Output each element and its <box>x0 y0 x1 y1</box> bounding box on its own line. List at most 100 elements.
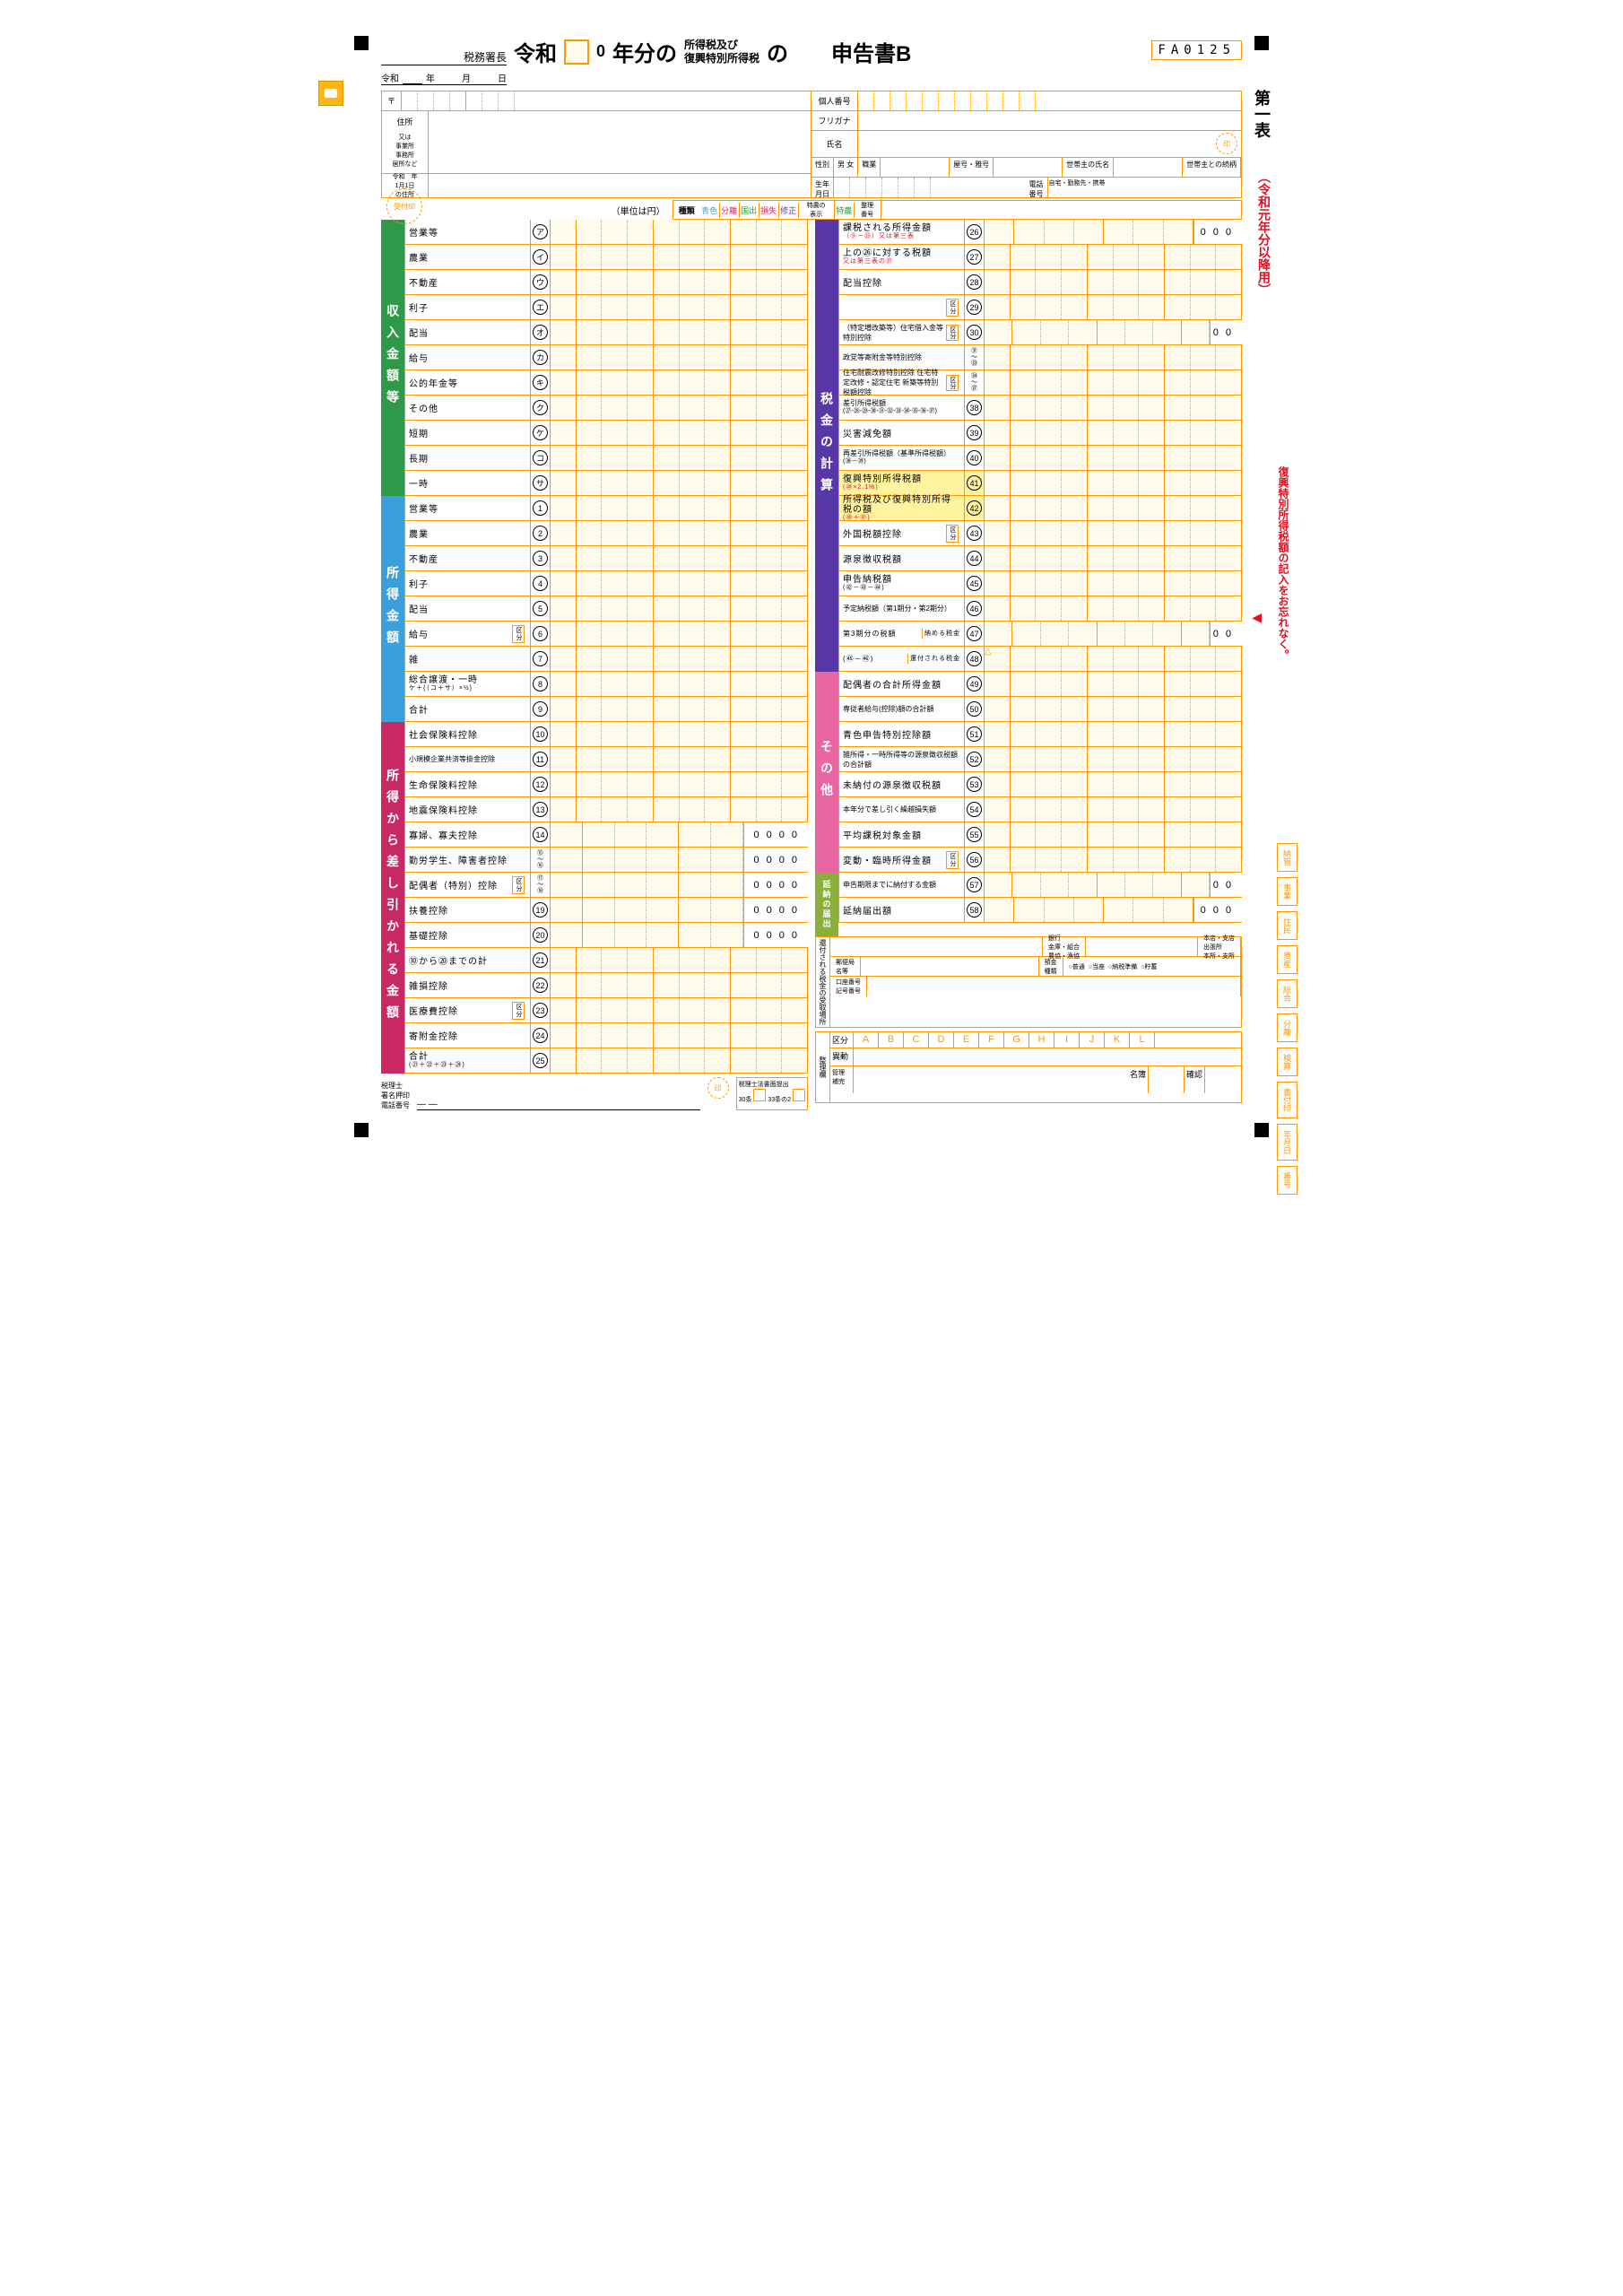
row-value[interactable] <box>551 446 808 470</box>
head-field[interactable] <box>1114 158 1183 177</box>
row-value[interactable] <box>551 220 808 244</box>
row-value[interactable]: 0000 <box>551 873 808 897</box>
row-value[interactable] <box>985 672 1242 696</box>
row-value[interactable] <box>551 948 808 972</box>
row-value[interactable] <box>985 471 1242 495</box>
data-row: 総合譲渡・一時ケ＋{（コ＋サ）×½}8 <box>404 672 808 697</box>
row-label: 差引所得税額(㉗-㉘-㉙-㉚-㉛-㉜-㉝-㉞-㉟-㊱-㊲) <box>839 396 965 420</box>
row-circle-num: エ <box>531 295 551 319</box>
row-value[interactable] <box>551 722 808 746</box>
row-value[interactable]: 0000 <box>551 923 808 947</box>
name-field[interactable]: 印 <box>858 131 1241 157</box>
row-value[interactable] <box>551 672 808 696</box>
row-value[interactable] <box>985 345 1242 370</box>
row-value[interactable] <box>985 370 1242 395</box>
row-value[interactable] <box>551 320 808 344</box>
comment-icon[interactable] <box>318 81 343 106</box>
header-date[interactable]: 令和 年 月 日 <box>381 71 507 85</box>
row-value[interactable] <box>551 596 808 621</box>
row-value[interactable]: △ <box>985 647 1242 671</box>
yokin-type[interactable]: ○普通 <box>1069 962 1085 971</box>
row-value[interactable] <box>551 546 808 570</box>
branch-field[interactable] <box>1086 937 1198 956</box>
row-value[interactable] <box>551 521 808 545</box>
mgmt-letter: L <box>1130 1032 1155 1048</box>
occ-field[interactable] <box>881 158 950 177</box>
row-value[interactable] <box>985 797 1242 822</box>
postal-cells[interactable] <box>402 91 811 110</box>
row-value[interactable] <box>551 747 808 771</box>
account-field[interactable] <box>867 977 1241 996</box>
row-value[interactable] <box>551 772 808 796</box>
row-value[interactable] <box>985 496 1242 520</box>
row-value[interactable]: 0000 <box>551 822 808 847</box>
row-value[interactable] <box>551 245 808 269</box>
yokin-types[interactable]: ○普通 ○当座○納税準備 ○貯蓄 <box>1063 957 1242 976</box>
name-label: 氏名 <box>812 131 858 157</box>
address-field[interactable] <box>429 111 811 173</box>
row-value[interactable] <box>551 998 808 1022</box>
row-value[interactable] <box>551 697 808 721</box>
row-value[interactable] <box>551 1023 808 1048</box>
row-value[interactable] <box>551 370 808 395</box>
bank-field[interactable] <box>830 937 1043 956</box>
row-value[interactable] <box>551 797 808 822</box>
row-value[interactable] <box>551 270 808 294</box>
row-value[interactable] <box>551 571 808 596</box>
row-value[interactable] <box>985 245 1242 269</box>
row-value[interactable] <box>985 772 1242 796</box>
yokin-type[interactable]: ○納税準備 <box>1108 962 1137 971</box>
row-value[interactable] <box>551 622 808 646</box>
row-value[interactable] <box>985 571 1242 596</box>
accountant-field[interactable]: — — <box>417 1077 700 1110</box>
row-value[interactable] <box>551 345 808 370</box>
row-value[interactable] <box>551 647 808 671</box>
row-value[interactable] <box>985 722 1242 746</box>
yago-field[interactable] <box>994 158 1063 177</box>
row-value[interactable]: 00 <box>985 873 1242 897</box>
refund-vlabel: 還付される税金の受取場所 <box>816 937 830 1027</box>
row-value[interactable] <box>551 396 808 420</box>
year-box[interactable] <box>564 39 589 65</box>
tax-office-field[interactable]: 税務署長 <box>381 49 507 65</box>
row-value[interactable] <box>985 747 1242 771</box>
date-era: 令和 <box>381 71 399 84</box>
row-value[interactable] <box>985 270 1242 294</box>
birth-cells[interactable] <box>834 178 1026 197</box>
data-row: 変動・臨時所得金額区分56 <box>838 848 1242 873</box>
row-value[interactable] <box>985 822 1242 847</box>
row-label: （特定増改築等）住宅借入金等特別控除区分 <box>839 320 965 344</box>
row-value[interactable] <box>551 295 808 319</box>
data-row: 専従者給与(控除)額の合計額50 <box>838 697 1242 722</box>
kojin-cells[interactable] <box>858 91 1241 110</box>
post-field[interactable] <box>861 957 1039 976</box>
prev-addr-field[interactable] <box>429 174 811 197</box>
row-label: 配当 <box>405 320 531 344</box>
row-value[interactable] <box>985 295 1242 319</box>
row-value[interactable] <box>985 421 1242 445</box>
row-circle-num: ケ <box>531 421 551 445</box>
phone-field[interactable]: 自宅・勤務先・携帯 <box>1048 178 1242 197</box>
row-value[interactable] <box>551 421 808 445</box>
row-value[interactable] <box>985 396 1242 420</box>
row-value[interactable] <box>985 848 1242 872</box>
gender-mf[interactable]: 男 女 <box>834 158 858 177</box>
row-value[interactable] <box>551 471 808 495</box>
row-value[interactable]: 0000 <box>551 848 808 872</box>
row-value[interactable] <box>985 446 1242 470</box>
furigana-field[interactable] <box>858 111 1241 130</box>
row-value[interactable] <box>985 697 1242 721</box>
row-value[interactable] <box>985 596 1242 621</box>
row-value[interactable]: 000 <box>985 898 1242 922</box>
row-value[interactable] <box>551 973 808 997</box>
row-value[interactable] <box>985 521 1242 545</box>
row-value[interactable]: 00 <box>985 622 1242 646</box>
row-value[interactable]: 0000 <box>551 898 808 922</box>
yokin-type[interactable]: ○貯蓄 <box>1141 962 1157 971</box>
yokin-type[interactable]: ○当座 <box>1089 962 1105 971</box>
row-value[interactable] <box>985 546 1242 570</box>
row-value[interactable]: 00 <box>985 320 1242 344</box>
row-value[interactable] <box>551 1048 808 1073</box>
row-value[interactable]: 000 <box>985 220 1242 244</box>
row-value[interactable] <box>551 496 808 520</box>
